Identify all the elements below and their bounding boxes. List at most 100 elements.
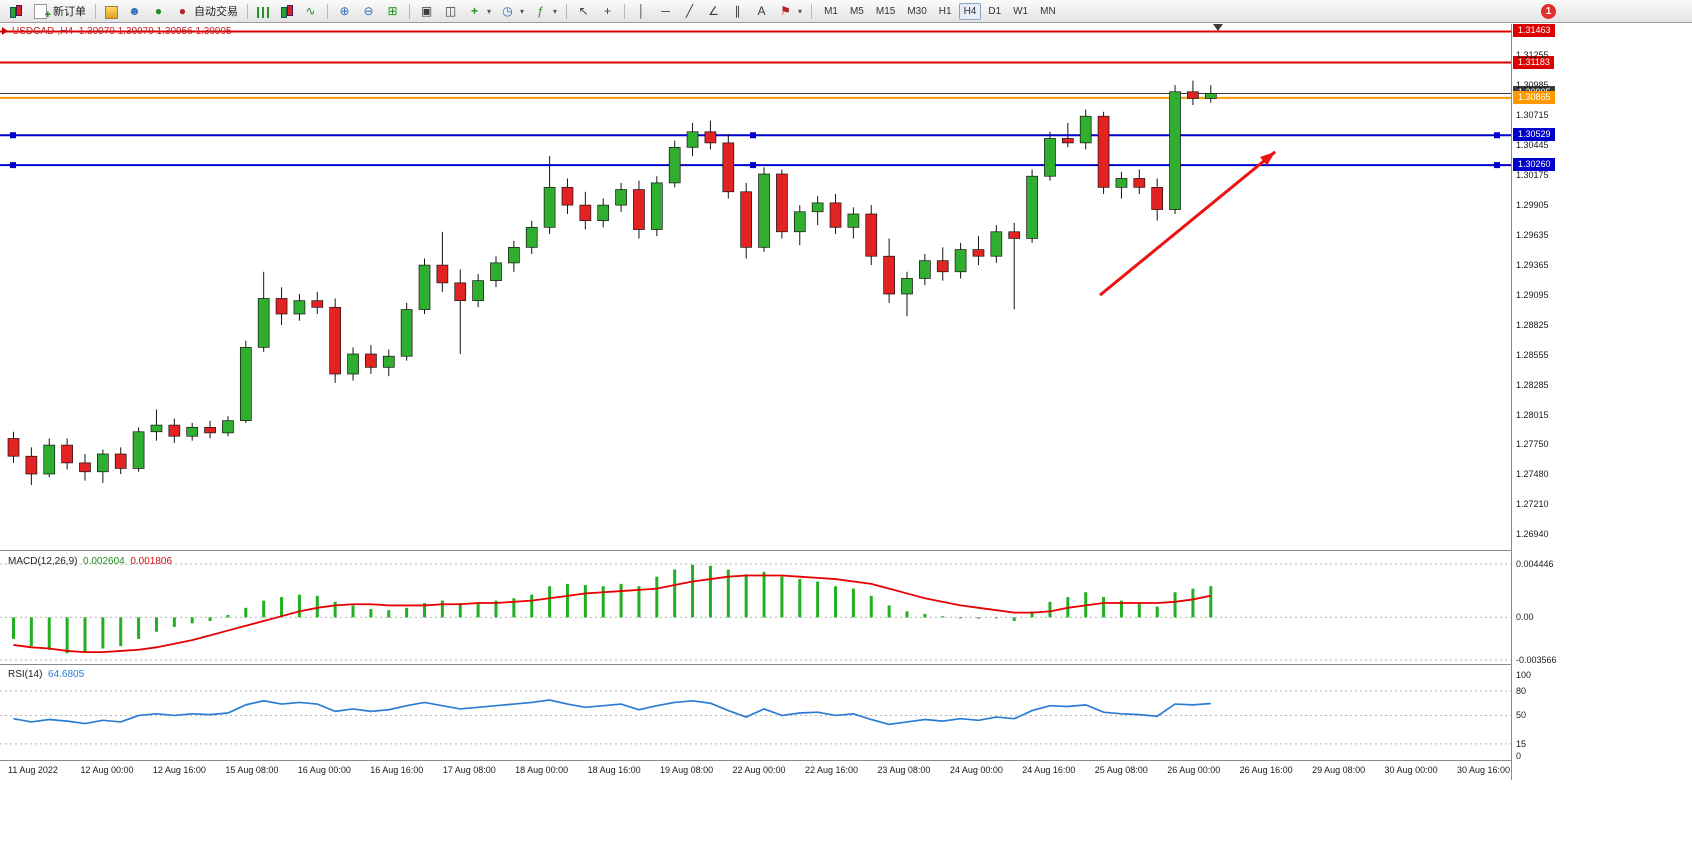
timeframe-H1[interactable]: H1: [938, 5, 952, 17]
macd-histogram-bar: [1209, 586, 1213, 618]
candle-body: [257, 298, 270, 348]
macd-histogram-bar: [65, 617, 69, 654]
timeframe-M1[interactable]: M1: [824, 5, 838, 17]
timeframe-D1[interactable]: D1: [988, 5, 1002, 17]
price-axis-label: 1.27480: [1516, 469, 1549, 479]
macd-histogram-bar: [1191, 588, 1195, 618]
timeframe-M5[interactable]: M5: [849, 5, 864, 17]
macd-histogram-bar: [780, 576, 784, 618]
candle-body: [990, 231, 1003, 257]
candle-body: [25, 455, 38, 475]
candle-body: [1151, 186, 1164, 210]
macd-histogram-bar: [476, 603, 480, 618]
candle-body: [901, 278, 913, 295]
candle-body: [597, 204, 610, 222]
macd-histogram-bar: [387, 610, 391, 618]
macd-histogram-bar: [744, 574, 748, 618]
macd-histogram-bar: [565, 583, 569, 618]
timeframe-MN[interactable]: MN: [1040, 5, 1056, 17]
macd-histogram-bar: [1173, 592, 1177, 618]
line-handle[interactable]: [750, 162, 756, 169]
macd-histogram-bar: [1048, 601, 1052, 618]
chart-shift-marker[interactable]: [1213, 24, 1223, 31]
macd-histogram-bar: [494, 600, 498, 618]
timeframe-W1[interactable]: W1: [1013, 5, 1029, 17]
macd-histogram-bar: [994, 617, 998, 619]
candle-body: [382, 355, 395, 368]
price-badge-1.30529: 1.30529: [1513, 128, 1555, 142]
line-handle[interactable]: [1494, 162, 1500, 169]
bar-chart-button[interactable]: [253, 1, 274, 22]
macd-histogram-bar: [1030, 611, 1034, 618]
market-watch-button[interactable]: [101, 1, 122, 22]
price-axis[interactable]: 1.314631.311831.309051.308651.305291.302…: [1513, 24, 1691, 780]
timeframe-toolbar: M1 M5 M15 M30 H1 H4 D1 W1 MN: [819, 2, 1061, 20]
symbol-period-label: USDCAD-,H4: [12, 26, 74, 37]
time-axis-label: 16 Aug 16:00: [370, 765, 424, 775]
chart-title: USDCAD-,H4 1.30979 1.30979 1.30956 1.309…: [12, 26, 232, 37]
price-axis-label: 1.27210: [1516, 499, 1549, 509]
macd-histogram-bar: [673, 569, 677, 618]
trend-arrow-head[interactable]: [1260, 151, 1276, 166]
rsi-line: [13, 699, 1211, 726]
ohlc-values: 1.30979 1.30979 1.30956 1.30905: [78, 26, 232, 37]
macd-histogram-bar: [708, 565, 712, 618]
macd-histogram-bar: [280, 597, 284, 618]
time-axis-label: 12 Aug 00:00: [80, 765, 134, 775]
macd-histogram-bar: [172, 617, 176, 627]
time-axis-label: 25 Aug 08:00: [1094, 765, 1148, 775]
macd-histogram-bar: [905, 611, 909, 618]
trend-arrow-line[interactable]: [1099, 150, 1277, 297]
panel-splitter-macd[interactable]: [0, 550, 1511, 551]
candle-body: [811, 202, 824, 213]
macd-histogram-bar: [1012, 617, 1016, 621]
time-axis[interactable]: 11 Aug 2022 12 Aug 00:00 12 Aug 16:00 15 Au…: [0, 762, 1511, 780]
timeframe-M30[interactable]: M30: [907, 5, 927, 17]
line-handle[interactable]: [10, 162, 16, 169]
timeframe-M15[interactable]: M15: [875, 5, 896, 17]
time-axis-separator: [0, 760, 1511, 761]
rsi-panel: [0, 666, 1511, 760]
rsi-value: 64.6805: [48, 669, 85, 680]
price-axis-label: 1.29635: [1516, 229, 1549, 240]
candle-body: [936, 260, 949, 273]
line-handle[interactable]: [10, 132, 16, 139]
macd-histogram-bar: [726, 569, 730, 618]
line-handle[interactable]: [1494, 132, 1500, 139]
price-axis-label: 1.29365: [1516, 259, 1549, 270]
price-chart: [0, 24, 1511, 550]
chart-window-button[interactable]: [4, 1, 27, 22]
price-axis-label: 1.30175: [1516, 169, 1549, 180]
price-badge-1.31463: 1.31463: [1513, 24, 1555, 38]
notification-badge[interactable]: 1: [1541, 3, 1556, 19]
line-handle[interactable]: [750, 132, 756, 139]
candle-body: [668, 146, 681, 184]
macd-histogram-bar: [655, 576, 659, 618]
price-axis-label: 1.28555: [1516, 349, 1549, 360]
macd-histogram-bar: [29, 617, 33, 647]
price-axis-label: 1.30715: [1516, 109, 1549, 120]
autotrade-button[interactable]: 自动交易: [171, 1, 242, 22]
macd-histogram-bar: [1102, 597, 1106, 618]
time-axis-label: 22 Aug 16:00: [804, 765, 858, 775]
macd-histogram-bar: [119, 617, 123, 647]
rsi-name: RSI(14): [8, 669, 43, 680]
macd-histogram-bar: [226, 614, 230, 618]
candle-body: [972, 249, 985, 257]
macd-histogram-bar: [315, 595, 319, 618]
line-anchor-marker: [2, 27, 8, 35]
new-order-button[interactable]: 新订单: [28, 1, 90, 23]
macd-histogram-bar: [405, 607, 409, 618]
panel-splitter-rsi[interactable]: [0, 664, 1511, 665]
toolbar-separator: [95, 3, 96, 19]
time-axis-label: 18 Aug 00:00: [515, 765, 569, 775]
candle-chart-button[interactable]: [275, 1, 298, 22]
timeframe-H4[interactable]: H4: [958, 2, 982, 20]
candle-body: [1008, 231, 1021, 239]
price-badge-1.30260: 1.30260: [1513, 158, 1555, 172]
bar-chart-icon: [257, 6, 270, 18]
candle-body: [883, 255, 895, 295]
candle-body: [490, 262, 502, 282]
time-axis-label: 12 Aug 16:00: [152, 765, 206, 775]
